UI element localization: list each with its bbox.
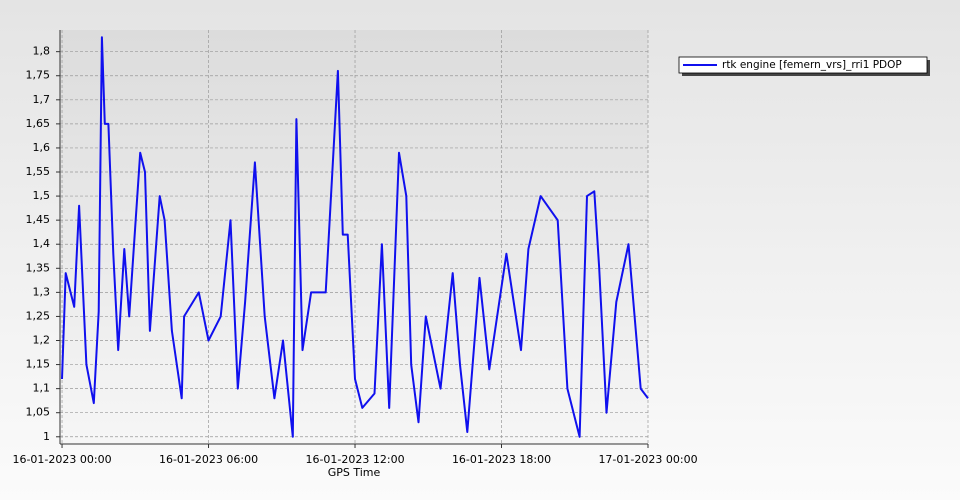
x-tick-label: 17-01-2023 00:00	[598, 453, 697, 466]
y-tick-label: 1,1	[33, 382, 51, 395]
x-tick-label: 16-01-2023 00:00	[12, 453, 111, 466]
x-tick-label: 16-01-2023 18:00	[452, 453, 551, 466]
y-tick-label: 1,75	[26, 69, 51, 82]
legend-box	[678, 56, 928, 74]
y-tick-label: 1,2	[33, 334, 51, 347]
y-tick-label: 1,35	[26, 261, 51, 274]
plot-area	[60, 30, 648, 444]
y-tick-label: 1,4	[33, 237, 51, 250]
data-line	[61, 36, 649, 438]
y-tick-label: 1,65	[26, 117, 51, 130]
x-tick-label: 16-01-2023 06:00	[159, 453, 258, 466]
y-tick-label: 1,6	[33, 141, 51, 154]
y-tick-label: 1,05	[26, 406, 51, 419]
y-tick-label: 1,3	[33, 285, 51, 298]
x-tick-label: 16-01-2023 12:00	[305, 453, 404, 466]
y-tick-label: 1,45	[26, 213, 51, 226]
y-tick-label: 1,55	[26, 165, 51, 178]
x-axis-title: GPS Time	[328, 466, 381, 479]
y-tick-label: 1,15	[26, 358, 51, 371]
y-tick-label: 1,25	[26, 309, 51, 322]
y-tick-label: 1,5	[33, 189, 51, 202]
y-tick-label: 1,8	[33, 45, 51, 58]
legend-label: rtk engine [femern_vrs]_rri1 PDOP	[722, 59, 902, 71]
y-tick-label: 1	[43, 430, 50, 443]
y-tick-label: 1,7	[33, 93, 51, 106]
